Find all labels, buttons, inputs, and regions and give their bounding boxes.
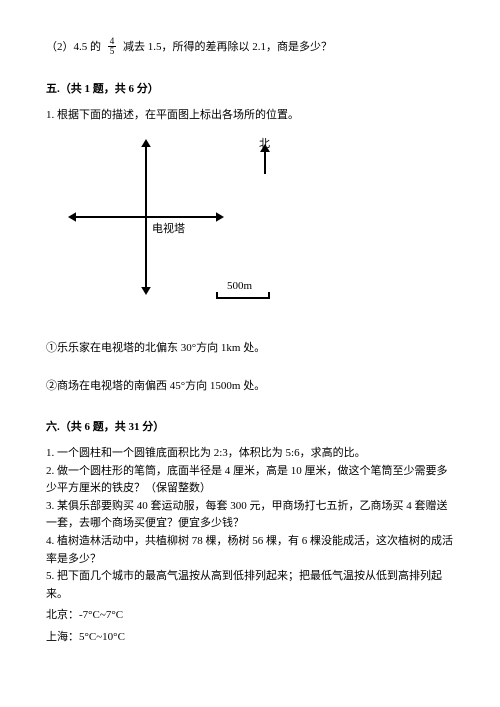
fraction-4-5: 4 5 bbox=[108, 37, 117, 56]
section-6-q1: 1. 一个圆柱和一个圆锥底面积比为 2:3，体积比为 5:6，求高的比。 bbox=[46, 445, 454, 463]
city-beijing: 北京：-7°C~7°C bbox=[46, 607, 454, 625]
section-6-heading: 六.（共 6 题，共 31 分） bbox=[46, 419, 454, 437]
cross-axes bbox=[56, 132, 316, 332]
position-diagram: 北 电视塔 500m bbox=[56, 132, 316, 332]
section-5-q1: 1. 根据下面的描述，在平面图上标出各场所的位置。 bbox=[46, 107, 454, 125]
q4-2-prefix: （2）4.5 的 bbox=[46, 41, 101, 53]
fraction-denominator: 5 bbox=[108, 47, 117, 56]
q4-2-suffix: 减去 1.5，所得的差再除以 2.1，商是多少？ bbox=[123, 41, 332, 53]
exam-page: （2）4.5 的 4 5 减去 1.5，所得的差再除以 2.1，商是多少？ 五.… bbox=[0, 0, 500, 707]
city-shanghai: 上海：5°C~10°C bbox=[46, 629, 454, 647]
section-6-q2: 2. 做一个圆柱形的笔筒，底面半径是 4 厘米，高是 10 厘米，做这个笔筒至少… bbox=[46, 463, 454, 498]
section-6-q5: 5. 把下面几个城市的最高气温按从高到低排列起来；把最低气温按从低到高排列起来。 bbox=[46, 568, 454, 603]
north-arrow-icon bbox=[264, 150, 266, 174]
question-4-2: （2）4.5 的 4 5 减去 1.5，所得的差再除以 2.1，商是多少？ bbox=[46, 38, 454, 57]
section-5-sub2: ②商场在电视塔的南偏西 45°方向 1500m 处。 bbox=[46, 378, 454, 396]
section-6-q3: 3. 某俱乐部要购买 40 套运动服，每套 300 元，甲商场打七五折，乙商场买… bbox=[46, 498, 454, 533]
section-5-heading: 五.（共 1 题，共 6 分） bbox=[46, 81, 454, 99]
scale-label: 500m bbox=[227, 278, 252, 296]
section-5-sub1: ①乐乐家在电视塔的北偏东 30°方向 1km 处。 bbox=[46, 340, 454, 358]
section-6-q4: 4. 植树造林活动中，共植柳树 78 棵，杨树 56 棵，有 6 棵没能成活，这… bbox=[46, 533, 454, 568]
center-label: 电视塔 bbox=[152, 221, 185, 239]
